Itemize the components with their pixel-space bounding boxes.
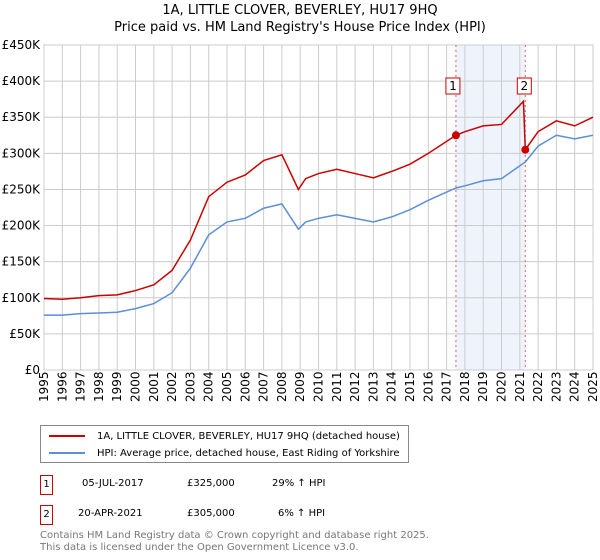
y-tick-label: £200K — [2, 219, 42, 233]
legend-blue-label: HPI: Average price, detached house, East… — [97, 447, 400, 459]
x-tick-label: 2024 — [568, 371, 582, 402]
x-tick-label: 1995 — [37, 371, 51, 402]
y-tick-label: £100K — [2, 291, 42, 305]
y-tick-label: £50K — [9, 327, 41, 341]
plot-area: 1995 1996 1997 1998 1999 2000 2001 2002 2003 2004… — [2, 38, 600, 402]
x-tick-label: 2002 — [165, 371, 179, 402]
x-tick-label: 2003 — [183, 371, 197, 402]
y-tick-label: £0 — [25, 363, 40, 377]
x-tick-label: 2018 — [458, 371, 472, 402]
footer-line: Contains HM Land Registry data © Crown c… — [40, 530, 429, 541]
x-tick-label: 2015 — [403, 371, 417, 402]
x-tick-label: 2009 — [293, 371, 307, 402]
sale-point — [451, 131, 460, 140]
x-tick-label: 1996 — [55, 371, 69, 402]
series-line — [44, 134, 594, 316]
chart-title: 1A, LITTLE CLOVER, BEVERLEY, HU17 9HQ — [162, 3, 438, 18]
legend-red-label: 1A, LITTLE CLOVER, BEVERLEY, HU17 9HQ (d… — [97, 430, 400, 442]
x-tick-label: 2000 — [129, 371, 143, 402]
sale-badge: 1 — [40, 475, 53, 495]
sale-point — [521, 145, 530, 154]
chart-subtitle: Price paid vs. HM Land Registry's House … — [114, 20, 486, 35]
x-tick-label: 1999 — [110, 371, 124, 402]
footer: Contains HM Land Registry data © Crown c… — [40, 530, 429, 554]
legend-blue-swatch — [49, 452, 85, 454]
x-tick-label: 2014 — [385, 371, 399, 402]
y-tick-label: £250K — [2, 182, 42, 196]
y-tick-label: £450K — [2, 38, 42, 52]
x-tick-label: 2016 — [421, 371, 435, 402]
sale-marker-box — [445, 77, 461, 95]
x-tick-label: 1998 — [92, 371, 106, 402]
x-tick-label: 2020 — [495, 371, 509, 402]
x-tick-label: 2017 — [440, 371, 454, 402]
sale-date: 20-APR-2021 — [78, 508, 143, 519]
sale-marker-box — [516, 77, 532, 95]
x-tick-label: 2007 — [257, 371, 271, 402]
sale-hpi: 29% ↑ HPI — [272, 478, 326, 489]
y-tick-label: £300K — [2, 146, 42, 160]
plot-border — [43, 44, 594, 371]
series-line — [43, 99, 594, 300]
sale-hpi: 6% ↑ HPI — [278, 508, 326, 519]
sale-marker-label: 1 — [449, 79, 457, 93]
x-tick-label: 2022 — [531, 371, 545, 402]
sale-date: 05-JUL-2017 — [82, 478, 144, 489]
x-tick-label: 2004 — [202, 371, 216, 402]
y-tick-label: £400K — [2, 74, 42, 88]
y-tick-label: £150K — [2, 255, 42, 269]
legend-red-swatch — [49, 435, 85, 437]
legend: 1A, LITTLE CLOVER, BEVERLEY, HU17 9HQ (d… — [40, 425, 409, 463]
x-tick-label: 2021 — [513, 371, 527, 402]
y-tick-label: £350K — [2, 110, 42, 124]
x-tick-label: 2006 — [238, 371, 252, 402]
x-tick-label: 2001 — [147, 371, 161, 402]
sale-marker-label: 2 — [520, 79, 528, 93]
x-tick-label: 2019 — [476, 371, 490, 402]
x-tick-label: 2011 — [330, 371, 344, 402]
footer-line: This data is licensed under the Open Gov… — [40, 542, 359, 553]
x-tick-label: 2008 — [275, 371, 289, 402]
x-tick-label: 2023 — [549, 371, 563, 402]
sale-price: £325,000 — [187, 478, 235, 489]
x-tick-label: 2012 — [348, 371, 362, 402]
sale-price: £305,000 — [187, 508, 235, 519]
x-tick-label: 2005 — [220, 371, 234, 402]
x-tick-label: 2025 — [586, 371, 600, 402]
x-tick-label: 2013 — [366, 371, 380, 402]
shaded-period — [455, 45, 526, 370]
x-tick-label: 1997 — [74, 371, 88, 402]
sale-badge: 2 — [40, 505, 53, 525]
x-tick-label: 2010 — [312, 371, 326, 402]
